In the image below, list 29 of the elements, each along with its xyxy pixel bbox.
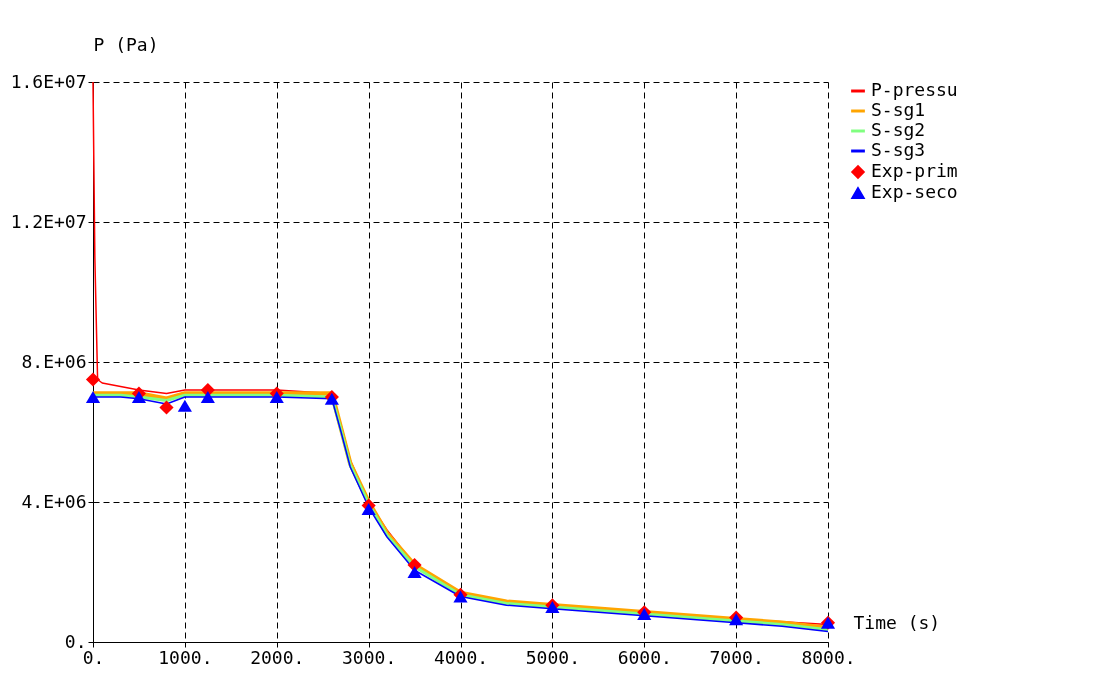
x-tick-label: 7000. [709, 646, 764, 668]
y-tick-label: 1.6E+07 [10, 70, 87, 92]
x-tick-label: 5000. [525, 646, 580, 668]
point [269, 390, 284, 404]
x-tick-label: 8000. [801, 646, 856, 668]
point [85, 372, 101, 387]
point [200, 390, 215, 404]
point [407, 565, 422, 579]
legend-label: S-sg1 [871, 99, 926, 120]
point [159, 400, 174, 415]
y-axis-title: P (Pa) [93, 33, 159, 55]
point [361, 502, 376, 516]
point [177, 399, 192, 412]
legend-label: P-pressu [871, 79, 958, 100]
point [85, 390, 101, 404]
x-tick-label: 2000. [250, 646, 305, 668]
point [131, 390, 147, 404]
x-tick-label: 4000. [433, 646, 489, 668]
legend-label: Exp-seco [871, 181, 958, 202]
y-tick-label: 4.E+06 [21, 490, 87, 512]
x-axis-title: Time (s) [853, 611, 941, 633]
x-tick-label: 6000. [617, 646, 672, 668]
legend-label: S-sg3 [871, 139, 926, 160]
legend-label: Exp-prim [871, 160, 958, 181]
x-tick-label: 3000. [342, 646, 397, 668]
legend-label: S-sg2 [871, 119, 926, 140]
y-tick-label: 8.E+06 [21, 350, 87, 372]
y-tick-label: 1.2E+07 [10, 210, 87, 232]
x-tick-label: 1000. [158, 646, 213, 668]
